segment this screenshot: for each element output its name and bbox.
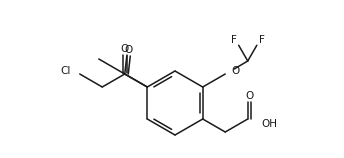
Text: O: O [231,66,239,76]
Text: O: O [124,45,132,55]
Text: F: F [259,35,265,45]
Text: OH: OH [262,119,278,129]
Text: Cl: Cl [60,66,71,76]
Text: F: F [231,35,237,45]
Text: O: O [120,44,129,54]
Text: O: O [245,91,254,101]
